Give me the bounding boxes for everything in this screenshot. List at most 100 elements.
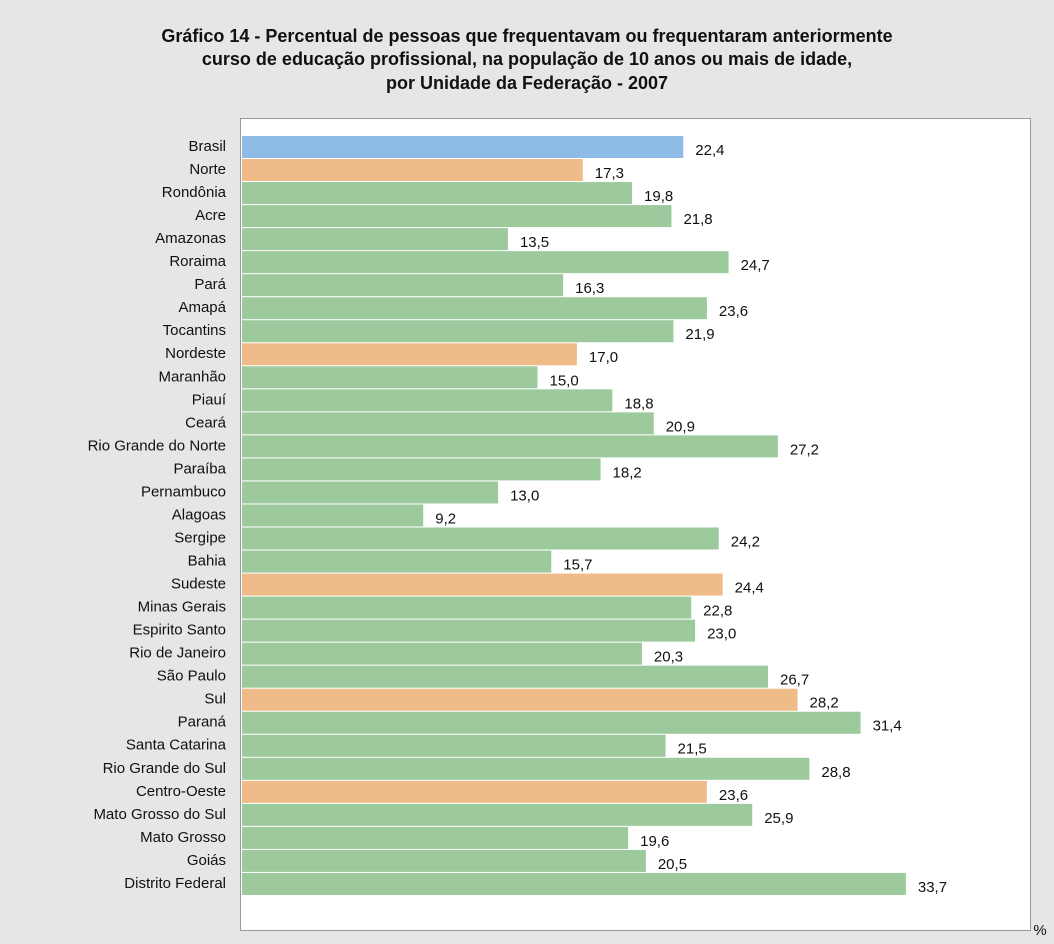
category-label: Roraima [169, 253, 226, 270]
bar [242, 803, 753, 826]
bar [242, 688, 798, 711]
bar [242, 481, 499, 504]
bar [242, 412, 654, 435]
value-label: 31,4 [873, 718, 902, 735]
axis-unit: % [1033, 922, 1046, 939]
value-label: 22,4 [695, 142, 724, 159]
value-label: 9,2 [435, 510, 456, 527]
category-label: Espirito Santo [133, 622, 226, 639]
chart-title: Gráfico 14 - Percentual de pessoas que f… [161, 26, 892, 46]
value-label: 24,7 [741, 257, 770, 274]
value-label: 20,5 [658, 856, 687, 873]
bar [242, 297, 707, 320]
value-label: 17,0 [589, 349, 618, 366]
bar [242, 550, 552, 573]
category-label: Amapá [178, 299, 226, 316]
bar [242, 619, 696, 642]
value-label: 26,7 [780, 672, 809, 689]
category-label: Acre [195, 207, 226, 224]
value-label: 15,7 [563, 557, 592, 574]
bar [242, 343, 577, 366]
category-label: Rio Grande do Sul [103, 760, 226, 777]
value-label: 19,8 [644, 188, 673, 205]
value-label: 23,6 [719, 303, 748, 320]
value-label: 22,8 [703, 603, 732, 620]
category-label: Nordeste [165, 345, 226, 362]
value-label: 23,6 [719, 787, 748, 804]
value-label: 15,0 [550, 372, 579, 389]
category-label: Mato Grosso do Sul [93, 806, 226, 823]
value-label: 23,0 [707, 626, 736, 643]
bar [242, 573, 723, 596]
value-label: 24,4 [735, 580, 764, 597]
bar [242, 826, 629, 849]
bar [242, 366, 538, 389]
bar [242, 205, 672, 228]
category-label: Ceará [185, 414, 227, 431]
category-label: Paraná [178, 714, 227, 731]
bar [242, 251, 729, 274]
bar [242, 504, 424, 527]
category-label: Distrito Federal [124, 875, 226, 892]
value-label: 21,8 [683, 211, 712, 228]
value-label: 20,9 [666, 418, 695, 435]
value-label: 21,5 [678, 741, 707, 758]
bar [242, 458, 601, 481]
chart-title: por Unidade da Federação - 2007 [386, 73, 668, 93]
value-label: 27,2 [790, 441, 819, 458]
value-label: 19,6 [640, 833, 669, 850]
category-label: Bahia [188, 553, 227, 570]
bar [242, 872, 906, 895]
value-label: 16,3 [575, 280, 604, 297]
category-label: São Paulo [157, 668, 226, 685]
value-label: 13,5 [520, 234, 549, 251]
category-label: Tocantins [163, 322, 226, 339]
value-label: 28,8 [821, 764, 850, 781]
bar [242, 596, 692, 619]
value-label: 18,8 [624, 395, 653, 412]
bar [242, 182, 633, 205]
category-label: Brasil [188, 138, 226, 155]
value-label: 17,3 [595, 165, 624, 182]
category-label: Alagoas [172, 506, 226, 523]
chart-title: curso de educação profissional, na popul… [202, 49, 852, 69]
category-label: Sergipe [174, 529, 226, 546]
category-label: Rondônia [162, 184, 227, 201]
bar [242, 734, 666, 757]
category-label: Sul [204, 691, 226, 708]
bar [242, 757, 810, 780]
value-label: 18,2 [613, 464, 642, 481]
bar [242, 527, 719, 550]
category-label: Norte [189, 161, 226, 178]
bar [242, 780, 707, 803]
category-label: Minas Gerais [138, 599, 226, 616]
category-label: Pernambuco [141, 483, 226, 500]
value-label: 21,9 [685, 326, 714, 343]
bar [242, 711, 861, 734]
category-label: Rio Grande do Norte [88, 437, 226, 454]
bar [242, 665, 768, 688]
category-label: Amazonas [155, 230, 226, 247]
value-label: 24,2 [731, 533, 760, 550]
bar [242, 642, 642, 665]
bar [242, 228, 508, 251]
bar [242, 435, 778, 458]
category-label: Pará [194, 276, 226, 293]
bar [242, 849, 646, 872]
bar [242, 274, 564, 297]
category-label: Maranhão [158, 368, 226, 385]
category-label: Mato Grosso [140, 829, 226, 846]
bar [242, 136, 684, 158]
category-label: Centro-Oeste [136, 783, 226, 800]
value-label: 28,2 [810, 695, 839, 712]
bar [242, 159, 583, 182]
value-label: 13,0 [510, 487, 539, 504]
category-label: Rio de Janeiro [129, 645, 226, 662]
bar [242, 320, 674, 343]
category-label: Piauí [192, 391, 227, 408]
value-label: 20,3 [654, 649, 683, 666]
category-label: Santa Catarina [126, 737, 227, 754]
category-label: Paraíba [173, 460, 226, 477]
category-label: Sudeste [171, 576, 226, 593]
